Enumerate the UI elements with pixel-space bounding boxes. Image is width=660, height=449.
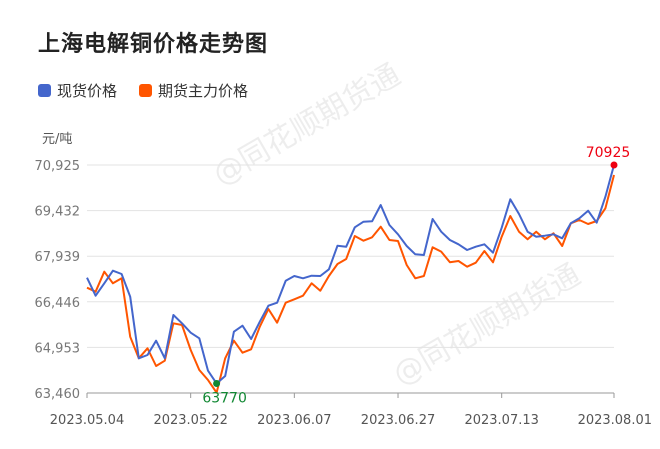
- x-tick-label: 2023.07.13: [464, 413, 538, 428]
- x-tick-label: 2023.05.22: [153, 413, 227, 428]
- legend-label-spot: 现货价格: [57, 82, 118, 100]
- legend-swatch-spot: [38, 84, 51, 97]
- y-tick-label: 70,925: [35, 159, 81, 174]
- series-line-futures: [86, 174, 615, 394]
- x-tick-label: 2023.06.27: [361, 413, 435, 428]
- chart-title: 上海电解铜价格走势图: [38, 32, 269, 57]
- series-line-spot: [86, 164, 615, 385]
- legend-swatch-futures: [139, 84, 153, 97]
- min-point-marker: [213, 380, 221, 388]
- y-tick-label: 66,446: [35, 296, 81, 311]
- y-axis-unit: 元/吨: [42, 132, 73, 147]
- y-tick-label: 64,953: [35, 341, 81, 356]
- min-point-label: 63770: [202, 391, 247, 407]
- legend: 现货价格 期货主力价格: [38, 80, 248, 101]
- y-tick-label: 69,432: [35, 205, 81, 220]
- max-point-label: 70925: [586, 145, 631, 161]
- y-tick-label: 63,460: [35, 387, 81, 402]
- x-tick-label: 2023.05.04: [50, 413, 124, 428]
- legend-item-spot[interactable]: 现货价格: [38, 80, 117, 101]
- legend-item-futures[interactable]: 期货主力价格: [139, 80, 248, 101]
- x-tick-label: 2023.08.01: [578, 413, 652, 428]
- x-tick-label: 2023.06.07: [257, 413, 331, 428]
- y-tick-label: 67,939: [35, 250, 81, 265]
- max-point-marker: [610, 161, 618, 169]
- legend-label-futures: 期货主力价格: [158, 82, 249, 100]
